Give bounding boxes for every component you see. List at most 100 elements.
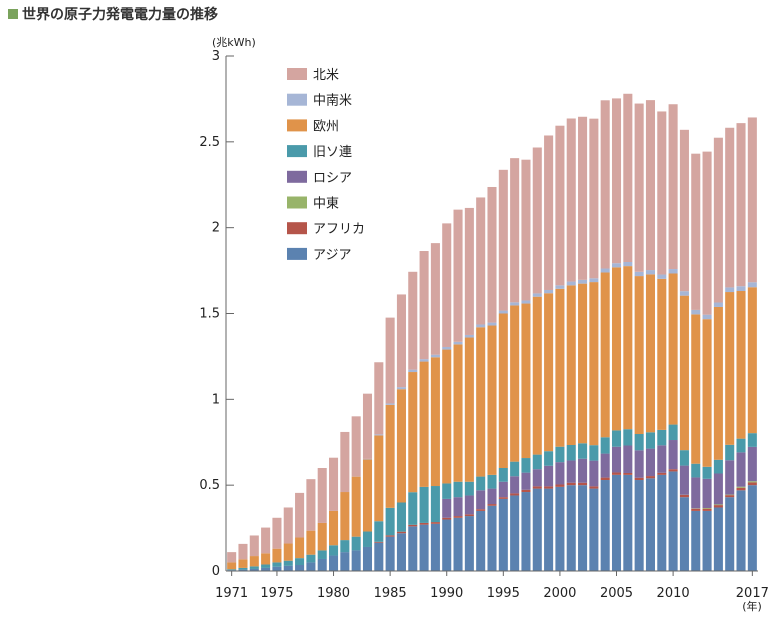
bar-segment xyxy=(611,446,622,473)
legend-label: 中南米 xyxy=(313,93,352,109)
bar-segment xyxy=(713,459,723,474)
bar-segment xyxy=(498,313,508,468)
bar-segment xyxy=(317,550,327,559)
legend-label: 中東 xyxy=(313,196,339,212)
bar-segment xyxy=(578,482,588,486)
bar-segment xyxy=(623,93,633,263)
bar-segment xyxy=(442,519,452,571)
bar-segment xyxy=(283,507,293,544)
bar-segment xyxy=(498,310,508,314)
bar-segment xyxy=(238,559,248,568)
bar-segment xyxy=(725,497,735,571)
bar-segment xyxy=(555,462,565,485)
bar-segment xyxy=(736,487,746,491)
bar-segment xyxy=(385,507,395,536)
x-tick-label: 2010 xyxy=(657,586,690,601)
bar-segment xyxy=(634,477,644,481)
x-unit-label: (年) xyxy=(742,599,762,613)
bar-segment xyxy=(713,505,723,508)
bar-segment xyxy=(238,543,248,560)
bar-segment xyxy=(374,362,384,435)
bar-segment xyxy=(736,438,746,453)
bar-segment xyxy=(702,466,712,479)
bar-segment xyxy=(396,502,406,532)
bar-segment xyxy=(408,271,418,370)
bar-segment xyxy=(532,147,542,294)
bar-segment xyxy=(578,458,588,483)
bar-segment xyxy=(645,476,655,479)
bar-segment xyxy=(498,169,508,311)
bar-segment xyxy=(419,486,429,523)
bar-segment xyxy=(476,509,486,511)
bar-segment xyxy=(362,393,373,459)
bar-segment xyxy=(657,474,667,571)
bar-segment xyxy=(374,541,384,543)
legend-swatch xyxy=(287,145,307,158)
bar-segment xyxy=(668,440,678,470)
bar-segment xyxy=(713,507,723,571)
bar-segment xyxy=(430,523,440,571)
bar-segment xyxy=(747,287,757,434)
bar-segment xyxy=(476,510,486,571)
bar-segment xyxy=(419,251,429,360)
bar-segment xyxy=(374,542,384,571)
title-square-icon xyxy=(8,9,18,19)
bar-segment xyxy=(532,488,542,571)
bar-segment xyxy=(566,285,576,445)
bar-segment xyxy=(645,274,655,433)
bar-segment xyxy=(362,459,373,532)
bar-segment xyxy=(340,492,350,541)
bar-segment xyxy=(396,531,406,534)
bar-segment xyxy=(702,319,712,467)
bar-segment xyxy=(430,357,440,487)
y-tick-label: 2 xyxy=(212,221,220,236)
bar-segment xyxy=(725,495,735,498)
legend-swatch xyxy=(287,196,307,209)
bar-segment xyxy=(566,482,576,486)
bar-segment xyxy=(295,564,305,571)
x-tick-label: 1995 xyxy=(487,586,520,601)
bar-segment xyxy=(544,451,554,466)
bar-segment xyxy=(555,285,565,289)
bar-segment xyxy=(487,505,497,571)
legend-swatch xyxy=(287,93,307,106)
bar-segment xyxy=(555,446,565,463)
bar-segment xyxy=(374,435,384,522)
chart-title: 世界の原子力発電電力量の推移 xyxy=(22,7,218,23)
bar-segment xyxy=(578,116,588,280)
bar-segment xyxy=(532,469,542,487)
bar-segment xyxy=(272,566,282,571)
bar-segment xyxy=(351,550,361,571)
bar-segment xyxy=(657,445,667,473)
bar-segment xyxy=(227,569,237,571)
bar-segment xyxy=(510,302,520,306)
bar-segment xyxy=(340,540,350,553)
x-tick-label: 2000 xyxy=(543,586,576,601)
bar-segment xyxy=(408,369,418,373)
bar-segment xyxy=(510,305,520,462)
bar-segment xyxy=(510,461,520,477)
legend-label: 旧ソ連 xyxy=(313,145,352,160)
bar-segment xyxy=(453,209,463,342)
bar-segment xyxy=(600,453,610,478)
bar-segment xyxy=(464,516,474,571)
bar-segment xyxy=(589,118,599,279)
bar-segment xyxy=(510,495,520,571)
bar-segment xyxy=(295,537,305,559)
legend-label: 北米 xyxy=(313,68,339,83)
bar-segment xyxy=(476,197,486,325)
bar-segment xyxy=(634,434,644,451)
bar-segment xyxy=(487,504,497,506)
bar-segment xyxy=(555,486,565,571)
bar-segment xyxy=(430,243,440,355)
bar-segment xyxy=(227,552,237,563)
bar-segment xyxy=(272,562,282,567)
bar-segment xyxy=(702,314,712,320)
bar-segment xyxy=(283,565,293,571)
bar-segment xyxy=(713,302,723,307)
bar-segment xyxy=(589,445,599,461)
bar-segment xyxy=(295,492,305,538)
bar-layer xyxy=(227,93,757,571)
y-unit-label: (兆kWh) xyxy=(212,36,256,49)
bar-segment xyxy=(634,271,644,277)
